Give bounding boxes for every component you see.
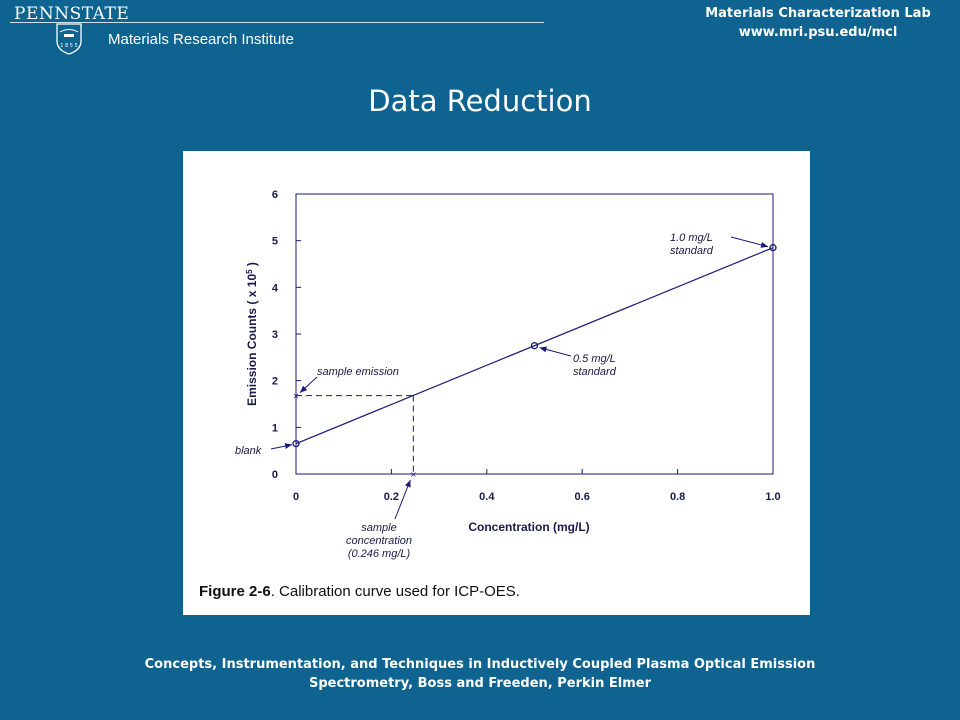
y-tick-label: 1 [272,422,278,434]
y-tick-label: 2 [272,376,278,388]
x-tick-label: 0.8 [670,491,685,503]
arrow-half-standard [539,346,572,357]
shield-year: 1 8 5 5 [60,43,78,49]
arrow-sample-concentration [394,479,411,520]
calibration-chart: 0 1 2 3 4 5 6 0 0.2 0.4 0.6 0.8 1.0 Concentration (mg… [235,189,781,560]
standard-point [769,244,777,252]
calibration-line [295,247,774,445]
figure-panel: 0 1 2 3 4 5 6 0 0.2 0.4 0.6 0.8 1.0 Concentration (mg… [183,151,810,615]
y-axis-label: Emission Counts ( x 105 ) [245,262,260,406]
annotation-sample-concentration: (0.246 mg/L) [348,548,411,560]
annotation-half-standard: 0.5 mg/L [573,353,616,365]
annotation-sample-concentration: sample [361,522,396,534]
standard-point [292,440,300,448]
x-tick-label: 1.0 [765,491,780,503]
lab-name: Materials Characterization Lab [705,6,931,21]
annotation-one-standard: 1.0 mg/L [670,232,713,244]
y-tick-label: 3 [272,329,278,341]
y-tick-label: 6 [272,189,278,201]
lab-url: www.mri.psu.edu/mcl [738,25,898,40]
caption-label: Figure 2-6 [199,583,271,600]
sample-concentration-marker: × [410,470,417,479]
y-tick-label: 0 [272,469,278,481]
x-tick-label: 0.6 [575,491,590,503]
y-tick-label: 5 [272,236,278,248]
citation-line-2: Spectrometry, Boss and Freeden, Perkin E… [308,676,652,691]
shield-icon: 1 8 5 5 [56,23,82,55]
x-tick-label: 0.4 [479,491,495,503]
logo-rule [10,22,544,23]
arrow-one-standard [730,236,769,248]
pennstate-logo: PENNSTATE 1 8 5 5 Materials Research Ins… [8,4,548,64]
caption-text: . Calibration curve used for ICP-OES. [270,583,520,600]
annotation-half-standard: standard [573,366,617,378]
slide-title: Data Reduction [368,84,592,118]
x-tick-label: 0.2 [384,491,399,503]
lab-info: Materials Characterization Lab www.mri.p… [688,4,948,42]
citation-line-1: Concepts, Instrumentation, and Technique… [144,657,816,672]
annotation-sample-concentration: concentration [346,535,412,547]
annotation-one-standard: standard [670,245,714,257]
x-axis-label: Concentration (mg/L) [468,520,589,534]
institute-name: Materials Research Institute [108,31,294,48]
arrow-sample-emission [299,376,318,393]
sample-emission-marker: × [293,392,300,401]
x-tick-label: 0 [293,491,299,503]
arrow-blank [270,443,293,450]
citation: Concepts, Instrumentation, and Technique… [0,655,960,693]
annotation-sample-emission: sample emission [317,366,399,378]
figure-caption: Figure 2-6. Calibration curve used for I… [199,583,520,600]
pennstate-wordmark: PENNSTATE [14,4,130,24]
standard-point [530,342,539,350]
annotation-blank: blank [235,445,262,457]
y-tick-label: 4 [272,282,279,294]
